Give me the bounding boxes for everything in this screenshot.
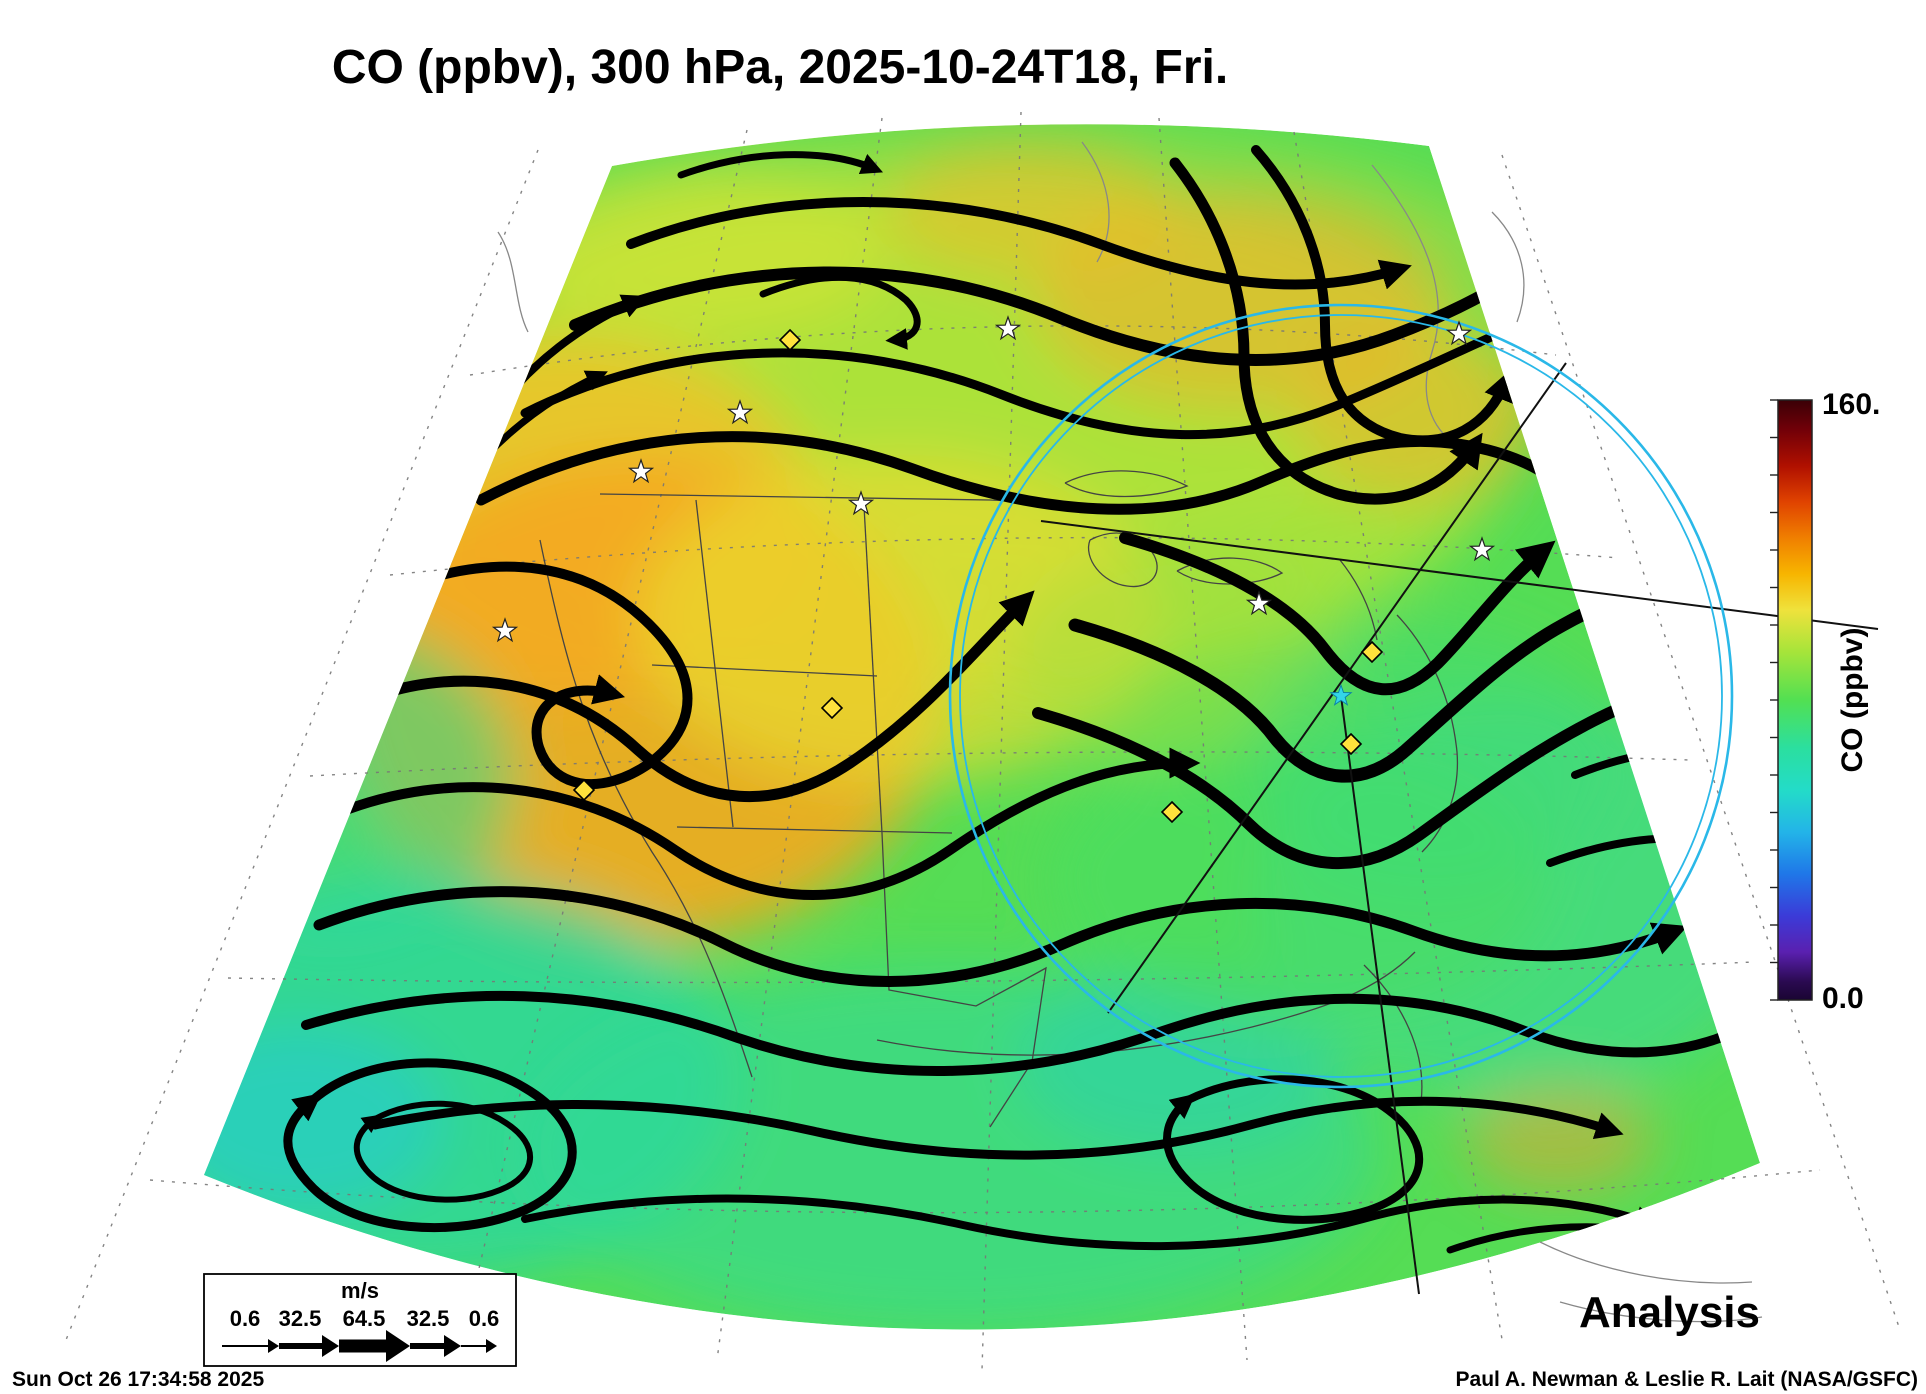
- wind-legend: m/s 0.6 32.5 64.5 32.5 0.6: [203, 1273, 517, 1367]
- wind-legend-arrow-glyph: [222, 1330, 497, 1362]
- azimuth-lines: [1040, 362, 1879, 1295]
- plot-title: CO (ppbv), 300 hPa, 2025-10-24T18, Fri.: [331, 41, 1229, 94]
- colorbar-gradient: [1777, 399, 1813, 1001]
- colorbar-min-label: 0.0: [1822, 982, 1864, 1015]
- colorbar-ticks: [1770, 399, 1778, 1001]
- wind-speed-label-3: 64.5: [343, 1306, 386, 1331]
- colorbar-max-label: 160.: [1822, 388, 1880, 421]
- wind-speed-label-1: 0.6: [230, 1306, 261, 1331]
- generation-timestamp: Sun Oct 26 17:34:58 2025: [12, 1368, 265, 1391]
- wind-speed-label-5: 0.6: [469, 1306, 500, 1331]
- graticule: [63, 111, 1901, 1371]
- wind-speed-label-2: 32.5: [279, 1306, 322, 1331]
- colorbar: 160. 0.0 CO (ppbv): [1770, 388, 1880, 1015]
- colorbar-axis-label: CO (ppbv): [1836, 628, 1869, 773]
- range-ring: [948, 303, 1734, 1089]
- wind-speed-label-4: 32.5: [407, 1306, 450, 1331]
- wind-legend-units: m/s: [341, 1278, 379, 1303]
- credit-attribution: Paul A. Newman & Leslie R. Lait (NASA/GS…: [1455, 1368, 1918, 1391]
- analysis-annotation: Analysis: [1579, 1288, 1760, 1337]
- wind-legend-values: 0.6 32.5 64.5 32.5 0.6: [230, 1306, 500, 1331]
